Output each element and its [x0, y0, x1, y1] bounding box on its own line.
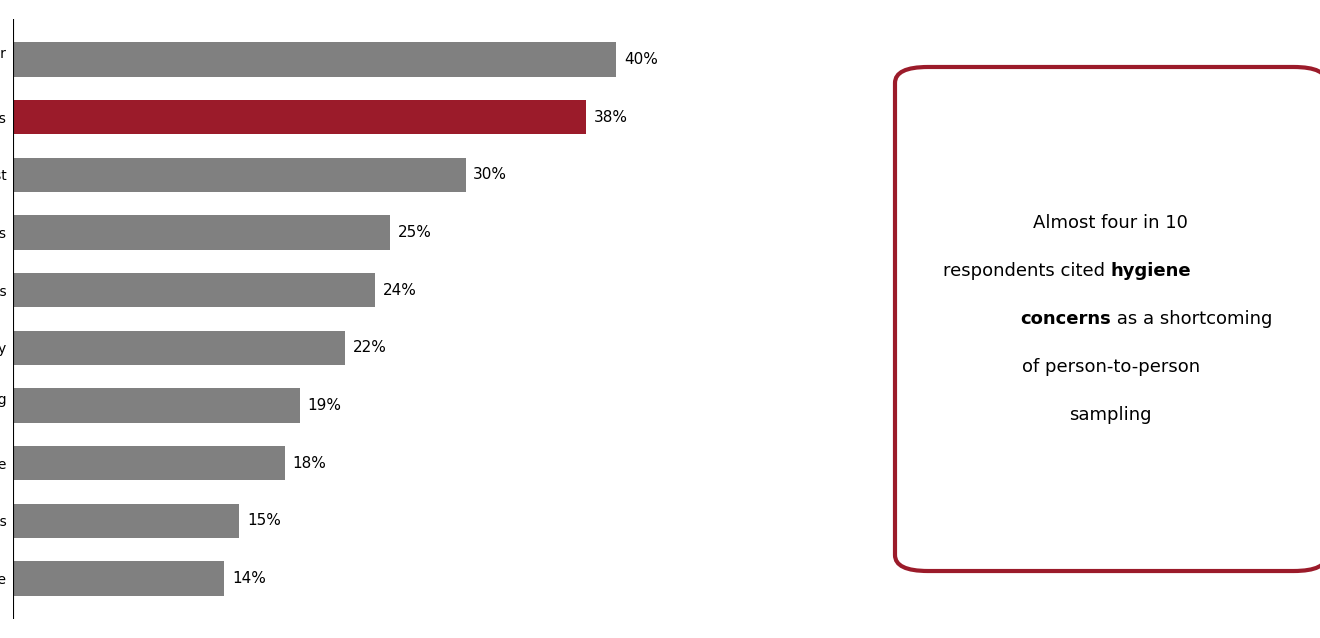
Text: of person-to-person: of person-to-person	[1022, 358, 1200, 376]
Bar	[13, 42, 616, 77]
Text: hygiene: hygiene	[1111, 262, 1192, 280]
Text: 38%: 38%	[594, 110, 628, 124]
Bar	[13, 446, 285, 480]
Text: sampling: sampling	[1069, 406, 1152, 424]
Text: 18%: 18%	[292, 456, 326, 471]
Text: Almost four in 10: Almost four in 10	[1034, 214, 1188, 232]
Bar	[13, 215, 391, 250]
Text: 24%: 24%	[383, 283, 416, 298]
Bar	[13, 561, 224, 596]
Bar	[13, 273, 375, 308]
Bar	[13, 330, 345, 365]
Text: as a shortcoming: as a shortcoming	[1111, 310, 1272, 328]
Text: respondents cited: respondents cited	[942, 262, 1111, 280]
Text: 40%: 40%	[624, 52, 657, 67]
Text: 14%: 14%	[232, 571, 265, 586]
Bar	[13, 503, 239, 538]
Text: 30%: 30%	[473, 167, 507, 182]
Text: 19%: 19%	[308, 398, 341, 413]
Bar	[13, 158, 466, 192]
Bar	[13, 100, 586, 135]
Text: 15%: 15%	[247, 514, 281, 528]
Text: concerns: concerns	[1020, 310, 1111, 328]
Text: 22%: 22%	[352, 340, 387, 355]
Bar	[13, 388, 300, 423]
Text: 25%: 25%	[397, 225, 432, 240]
